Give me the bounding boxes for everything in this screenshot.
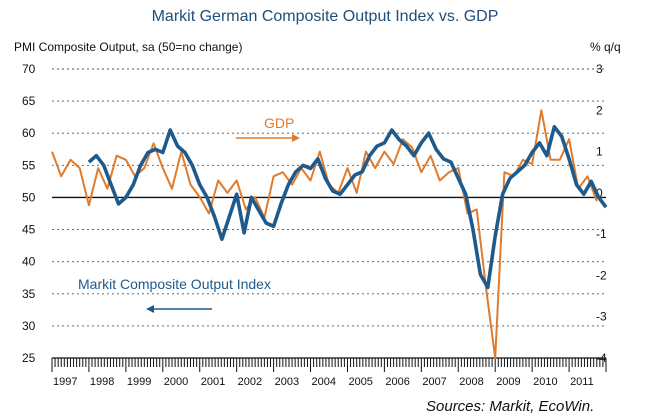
gdp-annotation: GDP: [264, 115, 294, 131]
x-tick-label: 2004: [312, 376, 336, 388]
x-tick-label: 2000: [164, 376, 188, 388]
x-tick-labels: 1997 1998 1999 2000 2001 2002 2003 2004 2005 2006…: [53, 376, 594, 388]
x-tick-label: 2005: [348, 376, 372, 388]
x-tick-label: 1997: [53, 376, 77, 388]
x-tick-label: 2007: [422, 376, 446, 388]
left-tick-label: 70: [22, 62, 36, 76]
gridlines: [52, 68, 606, 327]
right-axis-label: % q/q: [590, 40, 621, 54]
right-tick-label: 2: [596, 103, 603, 117]
right-tick-labels: -4 -3 -2 -1 0 1 2 3: [596, 62, 607, 365]
left-tick-label: 60: [22, 126, 36, 140]
x-tick-label: 2002: [238, 376, 262, 388]
left-tick-label: 25: [22, 351, 36, 365]
gdp-line: [51, 109, 598, 359]
series-lines: [51, 109, 608, 359]
left-tick-label: 30: [22, 319, 36, 333]
pmi-arrow-head: [146, 305, 154, 313]
left-tick-label: 40: [22, 255, 36, 269]
x-tick-label: 2010: [533, 376, 557, 388]
left-tick-label: 50: [22, 190, 36, 204]
chart-title: Markit German Composite Output Index vs.…: [151, 8, 499, 25]
source-note: Sources: Markit, EcoWin.: [426, 398, 595, 415]
left-tick-label: 55: [22, 158, 36, 172]
left-tick-label: 45: [22, 223, 36, 237]
right-tick-label: 1: [596, 145, 603, 159]
right-tick-label: -2: [596, 268, 607, 282]
pmi-line: [87, 125, 608, 290]
x-tick-label: 2008: [459, 376, 483, 388]
x-tick-label: 2006: [385, 376, 409, 388]
pmi-annotation: Markit Composite Output Index: [78, 276, 271, 292]
left-tick-label: 35: [22, 287, 36, 301]
x-tick-label: 2009: [496, 376, 520, 388]
annotations: GDP Markit Composite Output Index: [78, 115, 300, 313]
x-tick-label: 2003: [275, 376, 299, 388]
left-tick-labels: 25 30 35 40 45 50 55 60 65 70: [22, 62, 36, 365]
right-tick-label: -3: [596, 310, 607, 324]
axes: [51, 357, 607, 372]
x-tick-label: 1998: [90, 376, 114, 388]
x-tick-label: 1999: [127, 376, 151, 388]
x-tick-label: 2011: [570, 376, 594, 388]
gdp-arrow-head: [292, 134, 300, 142]
right-tick-label: -4: [596, 351, 607, 365]
right-tick-label: 0: [596, 186, 603, 200]
left-axis-label: PMI Composite Output, sa (50=no change): [14, 40, 243, 54]
right-tick-label: -1: [596, 227, 607, 241]
right-tick-label: 3: [596, 62, 603, 76]
x-tick-label: 2001: [201, 376, 225, 388]
left-tick-label: 65: [22, 94, 36, 108]
